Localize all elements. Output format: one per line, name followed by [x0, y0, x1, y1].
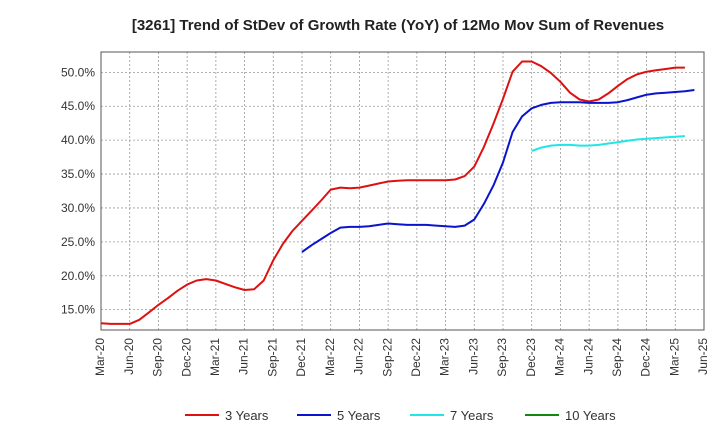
y-tick-label: 40.0% — [61, 133, 95, 147]
series-line-7-years — [531, 135, 685, 152]
legend-label-7-years: 7 Years — [450, 408, 494, 423]
x-tick-label: Jun-21 — [237, 338, 251, 375]
x-tick-label: Dec-21 — [294, 338, 308, 377]
x-tick-label: Sep-24 — [610, 338, 624, 377]
x-tick-label: Dec-22 — [409, 338, 423, 377]
x-tick-label: Jun-25 — [696, 338, 710, 375]
y-tick-label: 50.0% — [61, 65, 95, 79]
x-tick-label: Mar-23 — [438, 338, 452, 376]
y-tick-label: 35.0% — [61, 167, 95, 181]
legend-label-3-years: 3 Years — [225, 408, 269, 423]
x-tick-label: Jun-22 — [352, 338, 366, 375]
x-tick-label: Sep-22 — [380, 338, 394, 377]
y-tick-label: 45.0% — [61, 99, 95, 113]
x-tick-label: Jun-24 — [581, 338, 595, 375]
x-tick-label: Jun-20 — [122, 338, 136, 375]
x-tick-label: Dec-24 — [639, 338, 653, 377]
series-lines — [100, 60, 695, 325]
x-tick-label: Mar-25 — [667, 338, 681, 376]
x-tick-label: Mar-22 — [323, 338, 337, 376]
x-tick-label: Jun-23 — [466, 338, 480, 375]
x-tick-label: Sep-20 — [151, 338, 165, 377]
grid — [100, 52, 705, 330]
x-tick-label: Mar-21 — [208, 338, 222, 376]
x-tick-label: Mar-24 — [553, 338, 567, 376]
legend: 3 Years 5 Years 7 Years 10 Years — [185, 408, 616, 423]
series-line-5-years — [301, 89, 695, 253]
plot-frame — [100, 51, 705, 331]
x-tick-label: Mar-20 — [93, 338, 107, 376]
y-tick-label: 25.0% — [61, 235, 95, 249]
chart-title: [3261] Trend of StDev of Growth Rate (Yo… — [132, 17, 664, 34]
y-tick-label: 20.0% — [61, 269, 95, 283]
y-tick-label: 15.0% — [61, 303, 95, 317]
x-tick-label: Sep-23 — [495, 338, 509, 377]
series-line-3-years — [100, 60, 685, 325]
x-tick-label: Sep-21 — [265, 338, 279, 377]
legend-label-5-years: 5 Years — [337, 408, 381, 423]
axes: Mar-20 Jun-20 Sep-20 Dec-20 Mar-21 Jun-21 Sep-… — [61, 51, 710, 377]
x-tick-label: Dec-23 — [524, 338, 538, 377]
x-tick-label: Dec-20 — [179, 338, 193, 377]
plot-area — [101, 52, 704, 330]
legend-label-10-years: 10 Years — [565, 408, 616, 423]
y-tick-label: 30.0% — [61, 201, 95, 215]
